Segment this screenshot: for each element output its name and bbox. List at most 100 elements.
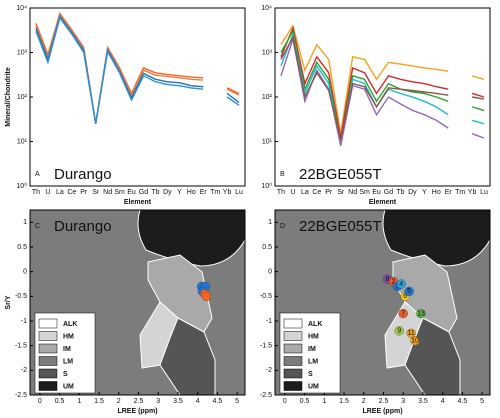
- y-tick-label: 10³: [262, 49, 273, 56]
- x-tick-label: Y: [422, 189, 427, 196]
- x-tick-label: Sm: [359, 189, 370, 196]
- point-label: 3: [395, 283, 399, 290]
- legend-swatch: [283, 381, 303, 391]
- x-tick-label: Gd: [139, 189, 148, 196]
- x-tick-label: Dy: [163, 189, 172, 196]
- x-tick-label: Y: [177, 189, 182, 196]
- point-label: 4: [399, 281, 403, 288]
- x-tick-label: Yb: [223, 189, 232, 196]
- legend-swatch: [38, 343, 58, 354]
- x-tick-label: 5: [235, 398, 239, 405]
- point: [201, 291, 211, 301]
- y-tick-label: -2: [21, 367, 27, 374]
- x-tick-label: 2: [117, 398, 121, 405]
- x-tick-label: 2.5: [134, 398, 144, 405]
- x-tick-label: Sr: [92, 189, 100, 196]
- y-tick-label: -2.5: [260, 392, 272, 399]
- legend-swatch: [283, 331, 303, 341]
- y-tick-label: -1: [266, 318, 272, 325]
- panel-letter: B: [280, 171, 285, 178]
- x-tick-label: 3: [156, 398, 160, 405]
- y-tick-label: -2: [266, 367, 272, 374]
- panel-letter: D: [280, 223, 285, 230]
- x-axis-label: Element: [124, 199, 152, 206]
- y-tick-label: -0.5: [15, 293, 27, 300]
- x-tick-label: Lu: [480, 189, 488, 196]
- x-tick-label: La: [301, 189, 309, 196]
- x-tick-label: 4: [441, 398, 445, 405]
- x-tick-label: Th: [32, 189, 40, 196]
- point-label: 6: [403, 293, 407, 300]
- x-tick-label: Eu: [127, 189, 136, 196]
- x-tick-label: 3.5: [418, 398, 428, 405]
- x-tick-label: Sm: [114, 189, 125, 196]
- point: [396, 279, 406, 289]
- point-label: 9: [397, 328, 401, 335]
- x-tick-label: 1.5: [339, 398, 349, 405]
- legend-swatch: [38, 318, 58, 329]
- x-tick-label: 4.5: [213, 398, 223, 405]
- x-tick-label: Eu: [372, 189, 381, 196]
- point-label: 8: [385, 276, 389, 283]
- point-label: 13: [417, 310, 425, 317]
- y-tick-label: 10¹: [17, 138, 28, 145]
- x-tick-label: 3.5: [173, 398, 183, 405]
- series-line: [35, 13, 204, 124]
- y-tick-label: 10¹: [262, 138, 273, 145]
- x-tick-label: Er: [445, 189, 453, 196]
- x-tick-label: Dy: [408, 189, 417, 196]
- x-tick-label: 4.5: [458, 398, 468, 405]
- legend-label: HM: [63, 333, 74, 340]
- series-line: [226, 87, 240, 95]
- panel-title: 22BGE055T: [299, 218, 382, 235]
- series-line: [226, 88, 240, 96]
- plot-frame: [29, 209, 246, 396]
- legend-label: IM: [308, 346, 316, 353]
- series-line: [280, 25, 449, 139]
- series-line: [280, 23, 449, 134]
- legend-swatch: [283, 368, 303, 379]
- y-tick-label: -1: [21, 318, 27, 325]
- x-tick-label: Sr: [337, 189, 345, 196]
- series-line: [471, 96, 485, 100]
- x-axis-label: LREE (ppm): [117, 408, 157, 415]
- plot-frame: [274, 209, 491, 396]
- y-tick-label: -0.5: [260, 293, 272, 300]
- x-tick-label: 1: [322, 398, 326, 405]
- x-tick-label: U: [290, 189, 295, 196]
- x-tick-label: Ce: [67, 189, 76, 196]
- x-tick-label: 0: [38, 398, 42, 405]
- x-tick-label: 5: [480, 398, 484, 405]
- y-tick-label: 0.5: [262, 244, 272, 251]
- x-tick-label: Ce: [312, 189, 321, 196]
- x-tick-label: La: [56, 189, 64, 196]
- x-tick-label: 0.5: [55, 398, 65, 405]
- legend-label: UM: [63, 383, 74, 390]
- series-line: [471, 119, 485, 125]
- y-tick-label: 10⁰: [16, 182, 27, 190]
- y-tick-label: 1: [268, 219, 272, 226]
- series-line: [280, 38, 449, 146]
- series-line: [471, 106, 485, 112]
- y-axis-label: Sr/Y: [5, 295, 12, 309]
- series-line: [226, 92, 240, 104]
- y-axis-label: Mineral/Chondrite: [5, 67, 12, 127]
- legend-swatch: [283, 356, 303, 366]
- legend-label: UM: [308, 383, 319, 390]
- x-tick-label: Tm: [455, 189, 465, 196]
- series-line: [280, 35, 449, 140]
- point-label: 11: [407, 330, 414, 337]
- plot-frame: [29, 7, 246, 187]
- series-line: [471, 75, 485, 80]
- y-tick-label: 10⁴: [261, 5, 272, 12]
- legend-label: ALK: [63, 321, 77, 328]
- x-tick-label: Yb: [468, 189, 477, 196]
- x-tick-label: Pr: [325, 189, 333, 196]
- x-tick-label: Gd: [384, 189, 393, 196]
- x-tick-label: U: [45, 189, 50, 196]
- y-tick-label: 10⁴: [16, 5, 27, 12]
- point: [394, 326, 404, 336]
- x-tick-label: Pr: [80, 189, 88, 196]
- legend-swatch: [38, 368, 58, 379]
